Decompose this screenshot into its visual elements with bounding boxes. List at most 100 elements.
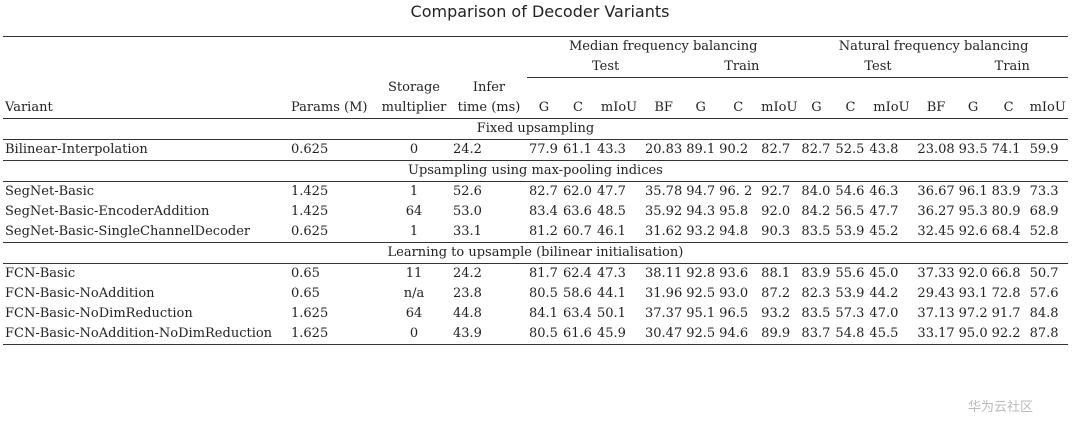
storage-cell: 0 [377,324,451,345]
metric-cell: 44.2 [869,286,899,301]
metric-cell: 94.6 [717,324,760,345]
metric-cell: 89.1 [684,139,718,161]
table-title: Comparison of Decoder Variants [410,2,670,21]
metric-cell: 84.0 [799,181,834,202]
metric-cell: 29.43 [917,286,955,301]
metric-cell: 68.4 [991,224,1021,239]
infer-cell: 53.0 [453,204,482,219]
metric-cell: 92.0 [761,204,791,219]
metric-cell: 87.8 [1027,324,1068,345]
metric-cell: 37.33 [915,263,957,284]
params-cell: 1.425 [289,181,377,202]
metric-header: C [833,98,868,119]
metric-cell: 96.1 [956,181,990,202]
metric-cell: 30.47 [643,324,685,345]
median-train-header: Train [684,57,800,78]
infer-cell: 44.8 [453,306,482,321]
metric-cell: 52.5 [833,139,868,161]
metric-cell: 62.0 [561,181,595,202]
infer-cell: 23.8 [453,286,482,301]
metric-cell: 84.8 [1029,306,1059,321]
metric-cell: 46.1 [597,224,626,239]
params-cell: 0.625 [289,139,377,161]
metric-cell: 58.6 [563,286,592,301]
watermark: 华为云社区 [968,400,1034,415]
table-row: FCN-Basic-NoAddition-NoDimReduction 1.62… [3,324,1068,345]
metric-cell: 36.67 [915,181,957,202]
variant-name: FCN-Basic-NoAddition [5,286,155,301]
variant-name: FCN-Basic-NoAddition-NoDimReduction [3,324,289,345]
storage-cell: 64 [405,306,423,321]
metric-cell: 94.3 [686,204,716,219]
header-split-row: Test Train Test Train [3,57,1068,78]
params-cell: 1.425 [291,204,329,219]
params-cell: 0.65 [289,263,377,284]
section-header: Learning to upsample (bilinear initialis… [3,242,1068,264]
infer-header-line2: time (ms) [451,98,527,119]
metric-cell: 82.3 [801,286,831,301]
metric-cell: 45.2 [869,224,899,239]
metric-cell: 60.7 [563,224,592,239]
metric-header: mIoU [759,98,800,119]
metric-cell: 82.7 [799,139,834,161]
metric-cell: 83.5 [801,306,831,321]
metric-cell: 20.83 [643,139,685,161]
metric-cell: 81.7 [527,263,561,284]
metric-cell: 46.3 [867,181,916,202]
metric-header: BF [915,98,957,119]
metric-cell: 43.3 [595,139,643,161]
metric-cell: 73.3 [1027,181,1068,202]
metric-cell: 45.5 [867,324,916,345]
metric-cell: 95.1 [686,306,716,321]
metric-cell: 84.2 [801,204,831,219]
storage-header-line2: multiplier [377,98,451,119]
header-group-row: Median frequency balancing Natural frequ… [3,36,1068,57]
metric-header: G [684,98,718,119]
section-title: Upsampling using max-pooling indices [3,160,1068,182]
metric-cell: 95.3 [958,204,988,219]
section-header: Fixed upsampling [3,119,1068,140]
header-columns-row: Variant Params (M) multiplier time (ms) … [3,98,1068,119]
variant-name: SegNet-Basic [3,181,289,202]
metric-cell: 88.1 [759,263,800,284]
header-storage-row: Storage Infer [3,78,1068,99]
table-row: FCN-Basic 0.65 11 24.2 81.7 62.4 47.3 38… [3,263,1068,284]
metric-cell: 77.9 [527,139,561,161]
metric-cell: 80.5 [529,286,558,301]
metric-cell: 83.9 [799,263,834,284]
metric-cell: 63.4 [563,306,592,321]
metric-header: G [527,98,561,119]
metric-cell: 93.6 [717,263,760,284]
metric-cell: 31.62 [645,224,683,239]
metric-header: C [561,98,595,119]
params-cell: 1.625 [289,324,377,345]
metric-header: mIoU [595,98,643,119]
natural-test-header: Test [799,57,957,78]
storage-cell: 0 [377,139,451,161]
comparison-table: Median frequency balancing Natural frequ… [3,36,1068,345]
metric-cell: 92.2 [989,324,1028,345]
metric-cell: 92.7 [759,181,800,202]
infer-cell: 52.6 [451,181,527,202]
infer-cell: 24.2 [451,263,527,284]
metric-cell: 57.3 [835,306,865,321]
metric-cell: 82.7 [527,181,561,202]
table-row: SegNet-Basic-EncoderAddition 1.425 64 53… [3,202,1068,222]
section-title: Fixed upsampling [476,121,595,136]
metric-cell: 92.6 [958,224,988,239]
metric-cell: 62.4 [561,263,595,284]
table-row: SegNet-Basic-SingleChannelDecoder 0.625 … [3,222,1068,243]
params-cell: 0.625 [291,224,329,239]
variant-header: Variant [3,98,289,119]
natural-frequency-header: Natural frequency balancing [799,36,1068,57]
metric-cell: 95.8 [719,204,749,219]
metric-header: mIoU [1027,98,1068,119]
metric-cell: 53.9 [835,286,865,301]
metric-cell: 93.0 [719,286,749,301]
metric-cell: 37.37 [645,306,683,321]
metric-cell: 91.7 [991,306,1021,321]
metric-cell: 87.2 [761,286,791,301]
metric-cell: 72.8 [991,286,1021,301]
metric-cell: 47.0 [869,306,899,321]
section-title: Learning to upsample (bilinear initialis… [3,242,1068,264]
